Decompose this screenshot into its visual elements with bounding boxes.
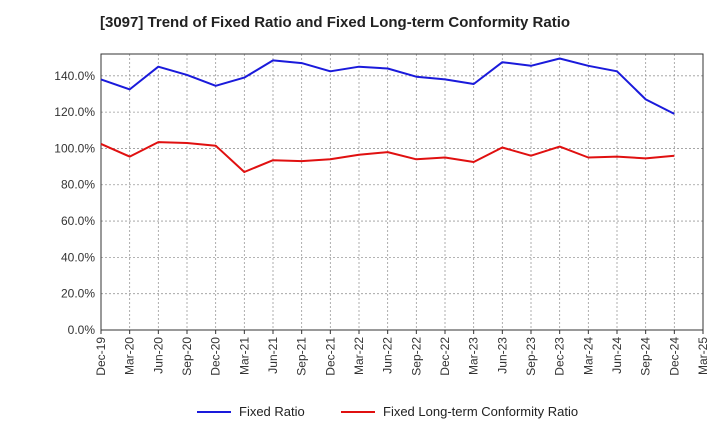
x-tick-label: Sep-22 <box>409 337 423 376</box>
x-tick-label: Sep-24 <box>639 337 653 376</box>
legend: Fixed Ratio Fixed Long-term Conformity R… <box>0 404 720 426</box>
x-tick-label: Sep-20 <box>180 337 194 376</box>
x-tick-label: Jun-24 <box>610 337 624 374</box>
x-tick-label: Mar-20 <box>123 337 137 375</box>
x-tick-label: Mar-21 <box>237 337 251 375</box>
series-line-0 <box>100 57 675 115</box>
axis-layer <box>100 53 704 334</box>
legend-item-fixed-long-term-conformity-ratio: Fixed Long-term Conformity Ratio <box>341 404 578 419</box>
y-tick-label: 0.0% <box>68 323 96 337</box>
x-tick-label: Dec-24 <box>667 337 681 376</box>
x-tick-label: Dec-21 <box>323 337 337 376</box>
x-tick-label: Mar-24 <box>581 337 595 375</box>
y-tick-label: 40.0% <box>61 250 95 264</box>
tick-label-layer: 0.0% 20.0% 40.0% 60.0% 80.0% 100.0% 120.0% 140.… <box>54 69 710 376</box>
x-tick-label: Dec-20 <box>209 337 223 376</box>
chart-title: [3097] Trend of Fixed Ratio and Fixed Lo… <box>100 14 571 31</box>
x-tick-label: Jun-22 <box>381 337 395 374</box>
y-tick-label: 20.0% <box>61 287 95 301</box>
y-tick-label: 120.0% <box>54 105 95 119</box>
x-tick-label: Sep-21 <box>295 337 309 376</box>
legend-swatch <box>341 410 375 413</box>
x-tick-label: Dec-22 <box>438 337 452 376</box>
x-tick-label: Mar-25 <box>696 337 710 375</box>
x-tick-label: Mar-22 <box>352 337 366 375</box>
legend-label: Fixed Ratio <box>239 404 305 419</box>
grid-layer <box>100 54 704 330</box>
legend-item-fixed-ratio: Fixed Ratio <box>197 404 305 419</box>
legend-swatch <box>197 410 231 413</box>
x-tick-label: Mar-23 <box>467 337 481 375</box>
legend-label: Fixed Long-term Conformity Ratio <box>383 404 579 419</box>
x-tick-label: Dec-19 <box>94 337 108 376</box>
x-tick-label: Dec-23 <box>553 337 567 376</box>
plot-frame <box>100 53 704 331</box>
y-tick-label: 60.0% <box>61 214 95 228</box>
x-tick-label: Jun-21 <box>266 337 280 374</box>
y-tick-label: 80.0% <box>61 178 95 192</box>
series-layer <box>100 57 675 173</box>
y-tick-label: 100.0% <box>54 141 95 155</box>
y-tick-label: 140.0% <box>54 69 95 83</box>
series-line-1 <box>100 141 675 173</box>
x-tick-label: Jun-20 <box>151 337 165 374</box>
x-tick-label: Sep-23 <box>524 337 538 376</box>
x-tick-label: Jun-23 <box>495 337 509 374</box>
